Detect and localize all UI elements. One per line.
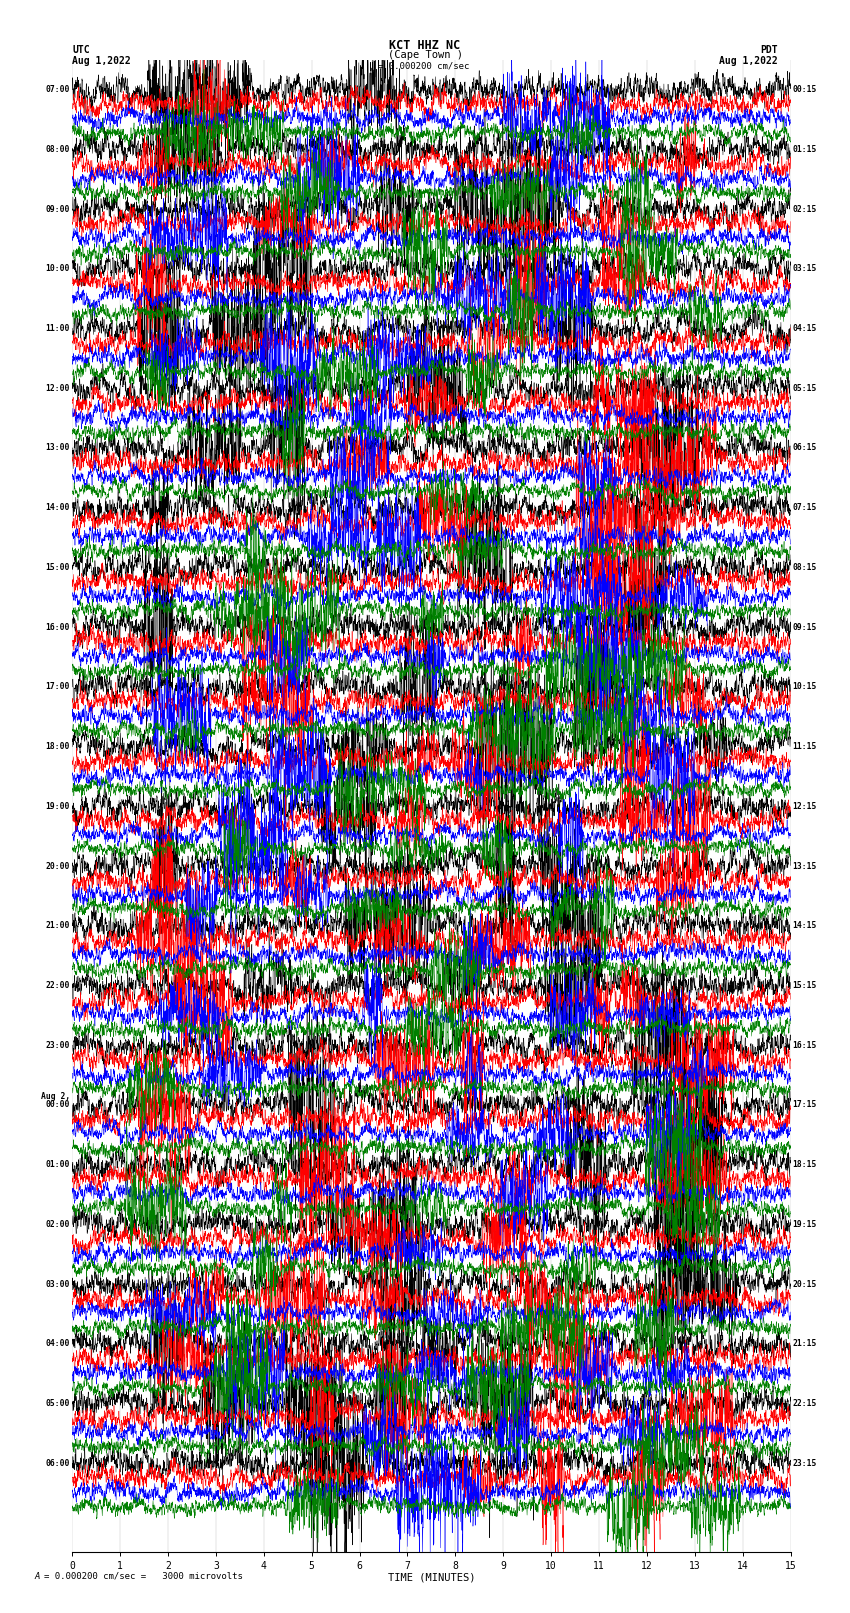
- Text: 05:15: 05:15: [793, 384, 817, 392]
- Text: 04:00: 04:00: [46, 1339, 70, 1348]
- Text: 08:15: 08:15: [793, 563, 817, 573]
- Text: 21:00: 21:00: [46, 921, 70, 931]
- Text: 14:15: 14:15: [793, 921, 817, 931]
- Text: 09:15: 09:15: [793, 623, 817, 632]
- Text: 14:00: 14:00: [46, 503, 70, 513]
- Text: 23:00: 23:00: [46, 1040, 70, 1050]
- Text: 22:15: 22:15: [793, 1398, 817, 1408]
- Text: 19:15: 19:15: [793, 1219, 817, 1229]
- Text: 09:00: 09:00: [46, 205, 70, 213]
- Text: 11:15: 11:15: [793, 742, 817, 752]
- Text: 21:15: 21:15: [793, 1339, 817, 1348]
- Text: 23:15: 23:15: [793, 1458, 817, 1468]
- Text: 15:00: 15:00: [46, 563, 70, 573]
- Text: |: |: [370, 61, 378, 77]
- Text: 06:15: 06:15: [793, 444, 817, 452]
- Text: 15:15: 15:15: [793, 981, 817, 990]
- Text: 11:00: 11:00: [46, 324, 70, 332]
- Text: 16:00: 16:00: [46, 623, 70, 632]
- Text: 22:00: 22:00: [46, 981, 70, 990]
- Text: 18:00: 18:00: [46, 742, 70, 752]
- Text: = 0.000200 cm/sec =   3000 microvolts: = 0.000200 cm/sec = 3000 microvolts: [44, 1571, 243, 1581]
- Text: 16:15: 16:15: [793, 1040, 817, 1050]
- Text: 17:15: 17:15: [793, 1100, 817, 1110]
- Text: 01:15: 01:15: [793, 145, 817, 153]
- Text: 02:00: 02:00: [46, 1219, 70, 1229]
- Text: Aug 2,: Aug 2,: [41, 1092, 70, 1100]
- Text: 00:15: 00:15: [793, 85, 817, 94]
- Text: UTC: UTC: [72, 45, 90, 55]
- Text: 20:15: 20:15: [793, 1279, 817, 1289]
- Text: 06:00: 06:00: [46, 1458, 70, 1468]
- Text: Aug 1,2022: Aug 1,2022: [72, 56, 131, 66]
- Text: 12:15: 12:15: [793, 802, 817, 811]
- Text: PDT: PDT: [760, 45, 778, 55]
- Text: 10:15: 10:15: [793, 682, 817, 692]
- Text: 02:15: 02:15: [793, 205, 817, 213]
- Text: 05:00: 05:00: [46, 1398, 70, 1408]
- Text: 12:00: 12:00: [46, 384, 70, 392]
- Text: 03:15: 03:15: [793, 265, 817, 273]
- Text: KCT HHZ NC: KCT HHZ NC: [389, 39, 461, 52]
- Text: A: A: [34, 1571, 39, 1581]
- Text: 20:00: 20:00: [46, 861, 70, 871]
- Text: 10:00: 10:00: [46, 265, 70, 273]
- Text: 18:15: 18:15: [793, 1160, 817, 1169]
- Text: 13:15: 13:15: [793, 861, 817, 871]
- Text: 01:00: 01:00: [46, 1160, 70, 1169]
- Text: 03:00: 03:00: [46, 1279, 70, 1289]
- Text: 07:15: 07:15: [793, 503, 817, 513]
- Text: 08:00: 08:00: [46, 145, 70, 153]
- Text: (Cape Town ): (Cape Town ): [388, 50, 462, 60]
- Text: 00:00: 00:00: [46, 1100, 70, 1110]
- Text: Aug 1,2022: Aug 1,2022: [719, 56, 778, 66]
- Text: 07:00: 07:00: [46, 85, 70, 94]
- X-axis label: TIME (MINUTES): TIME (MINUTES): [388, 1573, 475, 1582]
- Text: 17:00: 17:00: [46, 682, 70, 692]
- Text: 19:00: 19:00: [46, 802, 70, 811]
- Text: = 0.000200 cm/sec: = 0.000200 cm/sec: [378, 61, 469, 71]
- Text: 04:15: 04:15: [793, 324, 817, 332]
- Text: 13:00: 13:00: [46, 444, 70, 452]
